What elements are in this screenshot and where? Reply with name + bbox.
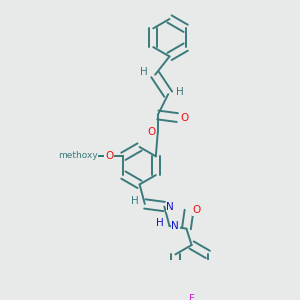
Text: N: N: [166, 202, 174, 212]
Text: O: O: [105, 151, 113, 161]
Text: O: O: [181, 112, 189, 123]
Text: N: N: [171, 221, 179, 231]
Text: methoxy: methoxy: [58, 151, 98, 160]
Text: O: O: [147, 127, 155, 137]
Text: O: O: [87, 150, 95, 160]
Text: H: H: [156, 218, 164, 228]
Text: O: O: [192, 206, 200, 215]
Text: H: H: [176, 87, 184, 97]
Text: H: H: [140, 67, 147, 77]
Text: H: H: [130, 196, 138, 206]
Text: F: F: [189, 294, 195, 300]
